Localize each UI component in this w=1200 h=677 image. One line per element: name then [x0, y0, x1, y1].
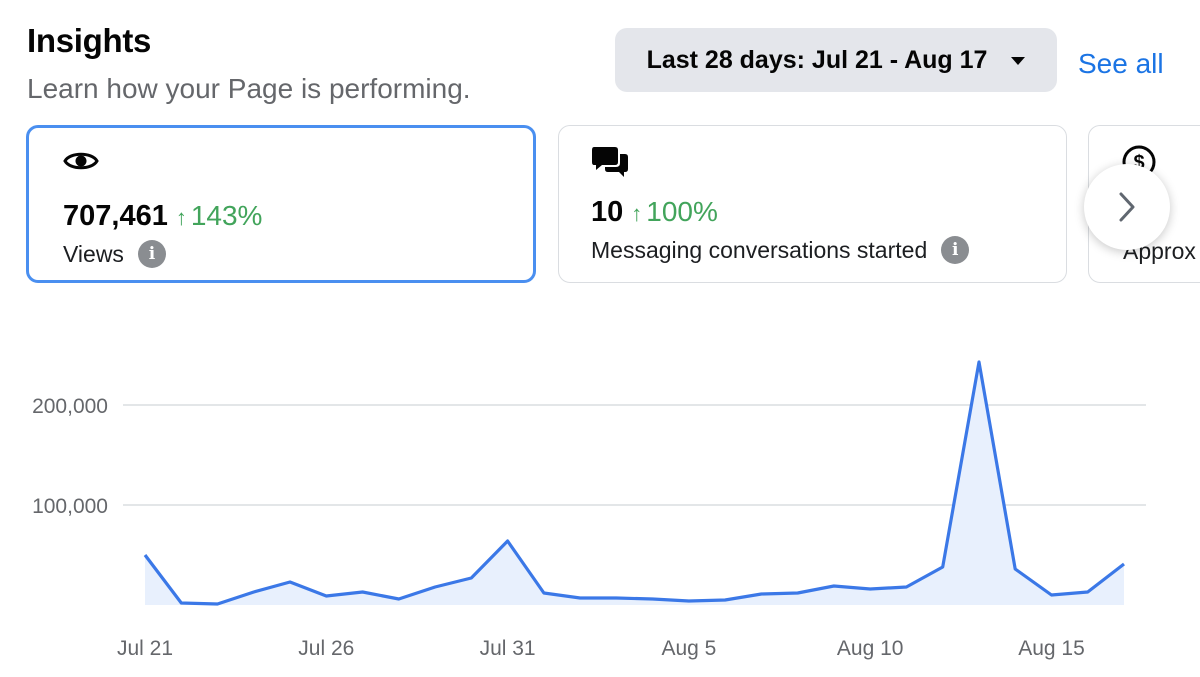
eye-icon: [63, 148, 99, 179]
x-tick-label: Aug 10: [837, 637, 904, 660]
info-icon[interactable]: i: [941, 236, 970, 264]
chart-y-ticks: 100,000 200,000: [32, 395, 108, 518]
arrow-up-icon: ↑: [175, 205, 187, 230]
views-label-row: Views i: [63, 240, 166, 268]
next-cards-button[interactable]: [1084, 164, 1170, 250]
x-tick-label: Jul 21: [117, 637, 173, 660]
x-tick-label: Jul 31: [480, 637, 536, 660]
arrow-up-icon: ↑: [631, 201, 643, 226]
views-label: Views: [63, 240, 124, 267]
x-tick-label: Jul 26: [298, 637, 354, 660]
views-chart: 100,000 200,000 Jul 21 Jul 26 Jul 31 Aug 5 Au…: [32, 360, 1146, 660]
y-tick-label: 100,000: [32, 495, 108, 518]
views-change-value: 143%: [190, 200, 263, 231]
views-series-area: [145, 362, 1124, 605]
views-card[interactable]: 707,461 ↑ 143% Views i: [26, 125, 536, 283]
views-series-line: [143, 360, 1125, 606]
x-tick-label: Aug 15: [1018, 637, 1085, 660]
date-range-dropdown[interactable]: Last 28 days: Jul 21 - Aug 17: [615, 28, 1057, 92]
chat-bubbles-icon: [591, 144, 629, 185]
views-value: 707,461: [63, 200, 168, 232]
messaging-card[interactable]: 10 ↑ 100% Messaging conversations starte…: [558, 125, 1067, 283]
messaging-change: ↑ 100%: [631, 196, 718, 228]
insights-title: Insights: [27, 22, 152, 59]
svg-text:$: $: [1133, 152, 1144, 174]
insights-subtitle: Learn how your Page is performing.: [27, 73, 471, 104]
messaging-change-value: 100%: [646, 196, 718, 227]
y-tick-label: 200,000: [32, 395, 108, 418]
messaging-metric-row: 10 ↑ 100%: [591, 196, 718, 229]
x-tick-label: Aug 5: [661, 637, 716, 660]
messaging-label: Messaging conversations started: [591, 236, 928, 263]
chevron-right-icon: [1119, 192, 1135, 222]
caret-down-icon: [1011, 57, 1026, 65]
messaging-value: 10: [591, 196, 624, 228]
views-metric-row: 707,461 ↑ 143%: [63, 200, 262, 233]
views-change: ↑ 143%: [176, 200, 263, 232]
messaging-label-row: Messaging conversations started i: [591, 236, 970, 264]
date-range-label: Last 28 days: Jul 21 - Aug 17: [646, 45, 988, 74]
chart-x-ticks: Jul 21 Jul 26 Jul 31 Aug 5 Aug 10 Aug 15: [117, 637, 1085, 660]
info-icon[interactable]: i: [137, 240, 166, 268]
see-all-link[interactable]: See all: [1078, 48, 1164, 79]
